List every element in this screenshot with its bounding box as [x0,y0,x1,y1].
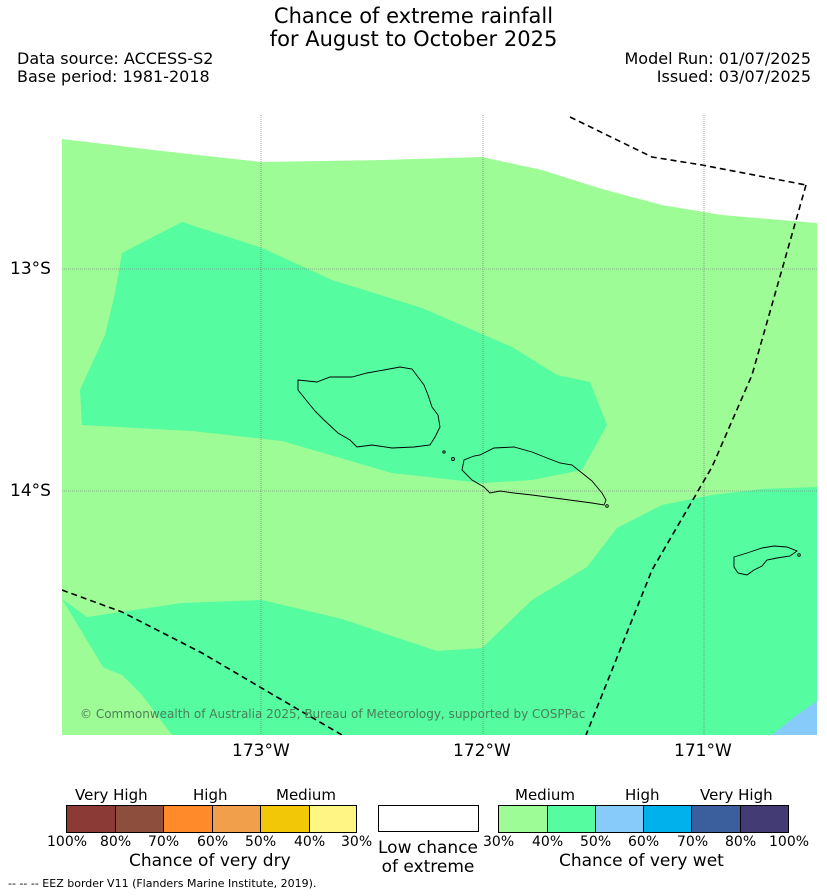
lat-label-13s: 13°S [10,259,51,279]
copyright-text: © Commonwealth of Australia 2025, Bureau… [80,707,585,721]
dry-header-very-high: Very High [75,786,148,804]
dry-colorbar [66,805,357,833]
dry-swatch-6 [310,806,356,832]
dry-swatch-5 [261,806,310,832]
low-chance-caption-1: Low chance [378,838,478,858]
dry-tick-50: 50% [245,834,277,850]
base-period-label: Base period: 1981-2018 [17,67,210,86]
eez-footnote: -- -- -- EEZ border V11 (Flanders Marine… [8,877,317,890]
wet-tick-100: 100% [769,834,810,850]
low-chance-caption-2: of extreme [381,857,475,877]
dry-caption: Chance of very dry [129,851,291,871]
chart-title-line2: for August to October 2025 [269,27,558,51]
region-high-50-60 [772,701,817,735]
wet-swatch-6 [741,806,788,832]
dry-tick-40: 40% [294,834,326,850]
islet-apolima [442,450,446,454]
dry-tick-30: 30% [341,834,373,850]
graticule [62,115,817,735]
low-chance-swatch [378,805,479,832]
wet-tick-60: 60% [628,834,660,850]
island-upolu [461,446,607,506]
dry-tick-100: 100% [47,834,88,850]
wet-caption: Chance of very wet [559,851,724,871]
lat-label-14s: 14°S [10,481,51,501]
wet-swatch-5 [692,806,741,832]
data-source-label: Data source: ACCESS-S2 [17,49,214,68]
region-medium-40-50-central [80,222,607,483]
region-medium-30-40-corner [62,659,172,735]
model-run-label: Model Run: 01/07/2025 [624,49,812,68]
wet-tick-40: 40% [532,834,564,850]
dry-tick-80: 80% [100,834,132,850]
islet-aunuu [797,553,801,557]
dry-header-medium: Medium [276,786,336,804]
region-medium-40-50-south [62,487,817,735]
island-tutuila [733,545,798,576]
eez-border-southwest [62,589,343,735]
eez-border [62,116,807,735]
islands [297,366,801,576]
wet-header-high: High [625,786,660,804]
islet-nuutele [605,504,609,508]
lon-label-173w: 173°W [232,741,290,761]
dry-tick-70: 70% [148,834,180,850]
dry-swatch-4 [213,806,261,832]
issued-label: Issued: 03/07/2025 [656,67,811,86]
chart-title-line1: Chance of extreme rainfall [273,4,554,28]
dry-header-high: High [193,786,228,804]
wet-tick-80: 80% [725,834,757,850]
dry-tick-60: 60% [197,834,229,850]
wet-header-very-high: Very High [700,786,773,804]
islet-manono [451,457,455,461]
island-savaii [297,366,441,449]
wet-swatch-3 [596,806,644,832]
wet-swatch-1 [499,806,548,832]
wet-swatch-4 [644,806,692,832]
wet-tick-50: 50% [580,834,612,850]
dry-swatch-1 [67,806,116,832]
wet-tick-30: 30% [483,834,515,850]
lon-label-171w: 171°W [674,741,732,761]
wet-swatch-2 [548,806,596,832]
lon-label-172w: 172°W [453,741,511,761]
wet-tick-70: 70% [677,834,709,850]
rainfall-map: © Commonwealth of Australia 2025, Bureau… [62,115,817,735]
dry-swatch-3 [164,806,213,832]
dry-swatch-2 [116,806,164,832]
eez-border-east [585,184,807,735]
wet-colorbar [498,805,789,833]
wet-header-medium: Medium [515,786,575,804]
eez-border-north [569,116,807,186]
